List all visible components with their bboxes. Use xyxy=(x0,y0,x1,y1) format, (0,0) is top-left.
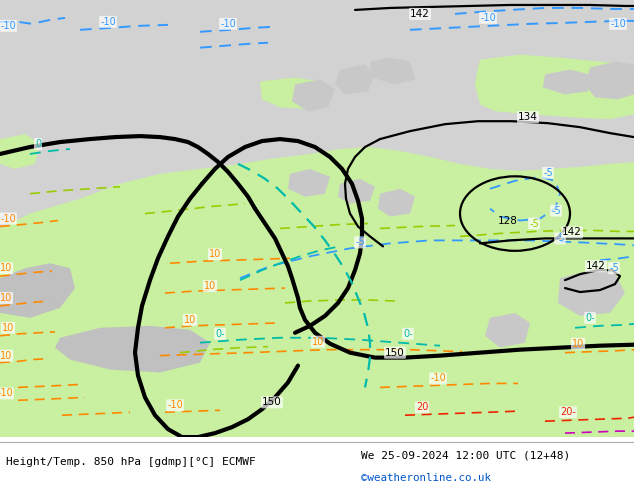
Text: 0: 0 xyxy=(35,139,41,149)
Text: -10: -10 xyxy=(430,373,446,384)
Text: 150: 150 xyxy=(385,347,405,358)
Text: -5: -5 xyxy=(543,168,553,178)
Polygon shape xyxy=(335,65,375,95)
Text: -5: -5 xyxy=(609,263,619,273)
Text: 20-: 20- xyxy=(560,407,576,417)
Text: 10: 10 xyxy=(0,351,12,361)
Text: -10: -10 xyxy=(167,400,183,410)
Polygon shape xyxy=(543,70,590,95)
Text: -10: -10 xyxy=(0,389,13,398)
Polygon shape xyxy=(485,313,530,348)
Polygon shape xyxy=(558,270,625,316)
Text: 10: 10 xyxy=(204,281,216,291)
Text: 134: 134 xyxy=(518,112,538,122)
Text: -10: -10 xyxy=(480,13,496,23)
Text: 10: 10 xyxy=(0,263,12,273)
Text: 142: 142 xyxy=(410,9,430,19)
Text: -5: -5 xyxy=(355,237,365,247)
Text: 142: 142 xyxy=(586,261,606,271)
Polygon shape xyxy=(338,179,375,204)
Text: 10: 10 xyxy=(312,337,324,347)
Polygon shape xyxy=(292,79,335,111)
Polygon shape xyxy=(0,134,40,169)
Text: 150: 150 xyxy=(262,397,282,407)
Polygon shape xyxy=(0,0,634,437)
Polygon shape xyxy=(260,77,325,109)
Text: 0-: 0- xyxy=(403,329,413,339)
Polygon shape xyxy=(585,62,634,99)
Text: 10: 10 xyxy=(572,339,584,349)
Polygon shape xyxy=(378,189,415,217)
Text: -5: -5 xyxy=(529,219,539,228)
Text: 142: 142 xyxy=(562,227,582,238)
Text: -10: -10 xyxy=(220,19,236,29)
Text: -10: -10 xyxy=(610,19,626,29)
Polygon shape xyxy=(288,169,330,196)
Text: We 25-09-2024 12:00 UTC (12+48): We 25-09-2024 12:00 UTC (12+48) xyxy=(361,451,571,461)
Text: -5: -5 xyxy=(555,233,565,244)
Polygon shape xyxy=(0,263,75,318)
Text: -10: -10 xyxy=(0,21,16,31)
Text: -10: -10 xyxy=(100,17,116,27)
Polygon shape xyxy=(370,58,415,84)
Polygon shape xyxy=(0,147,634,437)
Text: 10: 10 xyxy=(2,323,14,333)
Text: 0-: 0- xyxy=(215,329,225,339)
Text: -5: -5 xyxy=(551,206,561,216)
Text: 20: 20 xyxy=(416,402,428,412)
Text: 128: 128 xyxy=(498,216,518,225)
Polygon shape xyxy=(475,54,634,119)
Text: Height/Temp. 850 hPa [gdmp][°C] ECMWF: Height/Temp. 850 hPa [gdmp][°C] ECMWF xyxy=(6,458,256,467)
Polygon shape xyxy=(55,326,210,372)
Text: 0-: 0- xyxy=(585,313,595,323)
Text: 10: 10 xyxy=(209,249,221,259)
Text: 10: 10 xyxy=(0,293,12,303)
Text: ©weatheronline.co.uk: ©weatheronline.co.uk xyxy=(361,473,491,483)
Text: -10: -10 xyxy=(0,214,16,223)
Text: 10: 10 xyxy=(184,315,196,325)
